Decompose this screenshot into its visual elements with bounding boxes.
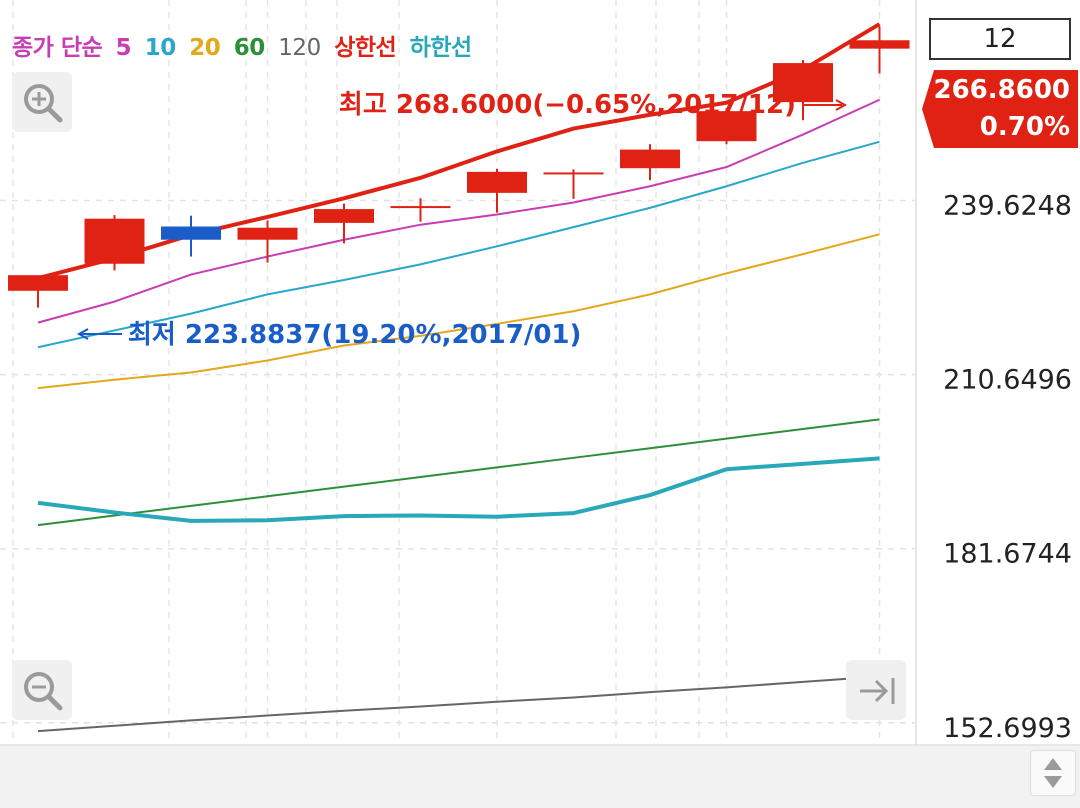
price-tag-shape	[922, 70, 1078, 148]
legend-ma120: 120	[278, 35, 321, 61]
up-down-arrows-icon	[1044, 758, 1062, 788]
legend-label: 종가 단순	[12, 35, 103, 61]
indicator-legend: 종가 단순 5 10 20 60 120 상한선 하한선	[12, 28, 478, 62]
legend-ma60: 60	[233, 35, 266, 61]
candle-body	[467, 171, 527, 193]
legend-ma20: 20	[189, 35, 221, 61]
zoom-out-icon	[24, 672, 63, 711]
current-price-change: 0.70%	[979, 112, 1070, 142]
candle-body	[696, 111, 757, 142]
candle-body	[390, 206, 451, 209]
y-tick-label: 152.6993	[943, 713, 1072, 744]
y-axis: 239.6248 210.6496 181.6744 152.6993	[943, 191, 1072, 744]
zoom-in-icon	[24, 84, 63, 123]
max-arrow-head	[835, 99, 848, 111]
candle-body	[237, 227, 298, 240]
y-tick-label: 210.6496	[943, 365, 1072, 396]
min-arrow-head	[76, 328, 89, 340]
current-price-tag: 266.8600 0.70%	[922, 70, 1078, 148]
max-price-label: 최고 268.6000(−0.65%,2017/12)	[339, 90, 796, 120]
legend-ma10: 10	[144, 35, 177, 61]
period-input[interactable]: 12	[929, 18, 1071, 60]
y-tick-label: 239.6248	[943, 191, 1072, 222]
candles	[8, 26, 910, 308]
indicator-line-60	[37, 418, 880, 527]
zoom-out-button[interactable]	[12, 660, 72, 720]
candle-body	[773, 63, 833, 103]
scroll-to-latest-button[interactable]	[846, 660, 906, 720]
legend-ma5: 5	[115, 35, 132, 61]
candle-body	[161, 226, 221, 240]
candle-body	[84, 218, 145, 264]
jump-to-end-icon	[860, 678, 895, 704]
indicator-line-20	[37, 233, 880, 390]
candle-body	[314, 209, 374, 223]
zoom-in-button[interactable]	[12, 72, 72, 132]
indicator-line-10	[37, 140, 880, 349]
candle-body	[620, 149, 680, 169]
candle-body	[849, 40, 910, 49]
indicator-line-하한선	[37, 456, 880, 523]
x-axis-bar	[0, 746, 1080, 808]
indicator-line-상한선	[37, 22, 881, 281]
legend-lower-band: 하한선	[409, 35, 472, 61]
indicator-line-120	[37, 675, 880, 733]
annotations: 최고 268.6000(−0.65%,2017/12) 최저 223.8837(1…	[76, 90, 848, 350]
y-tick-label: 181.6744	[943, 539, 1072, 570]
current-price-value: 266.8600	[933, 75, 1070, 105]
candle-body	[543, 172, 604, 175]
axis-scroll-button[interactable]	[1030, 750, 1076, 796]
min-price-label: 최저 223.8837(19.20%,2017/01)	[128, 320, 581, 350]
legend-upper-band: 상한선	[334, 35, 397, 61]
indicator-line-5	[37, 98, 880, 324]
candle-body	[8, 275, 68, 291]
